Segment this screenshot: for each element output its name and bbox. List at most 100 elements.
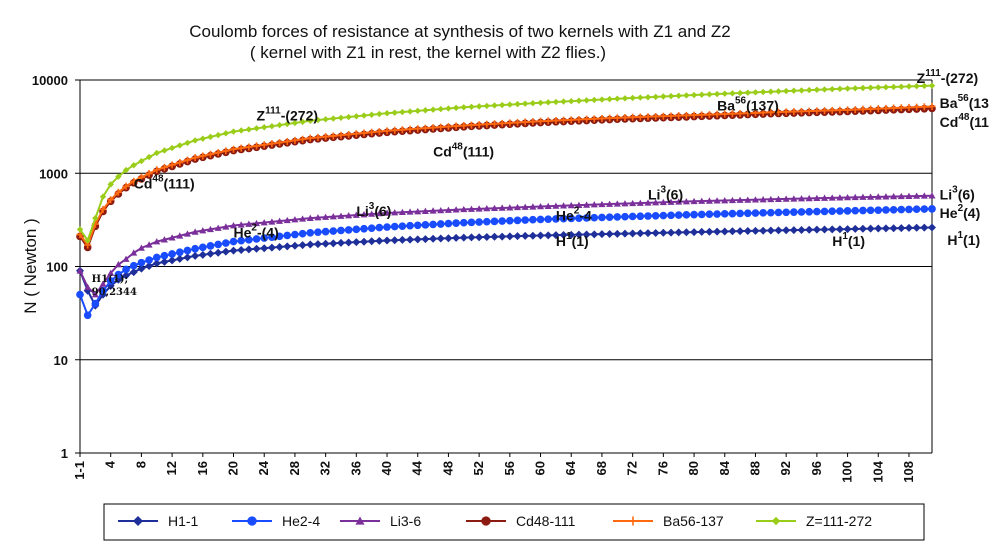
data-point [122,166,130,174]
data-point [751,196,759,203]
data-point [276,217,284,224]
data-point [321,239,330,248]
data-point [199,227,207,234]
data-point [137,264,146,273]
data-point [813,194,821,202]
data-point [859,84,867,92]
data-point [437,206,445,214]
data-point [237,127,245,134]
data-point [766,208,775,217]
gridlines [80,79,932,361]
data-point [782,195,790,202]
data-point [682,111,690,119]
data-point [444,123,452,131]
data-point [460,104,467,111]
data-point [882,104,890,112]
data-point [383,110,391,117]
data-point [91,291,99,298]
data-point [536,215,545,224]
data-point [398,126,406,134]
data-point [675,198,683,205]
data-point [713,227,722,236]
data-point [452,122,460,130]
data-point [675,92,682,99]
data-point [567,230,576,239]
data-point [114,270,123,279]
data-point [137,173,145,181]
data-point [214,131,222,139]
data-point [429,124,437,132]
data-point [590,115,598,123]
data-point [483,102,491,110]
data-point [298,241,307,250]
chart-subtitle: ( kernel with Z1 in rest, the kernel wit… [250,43,606,62]
data-point [728,110,736,118]
data-point [829,85,836,93]
data-point [291,230,299,239]
data-point [336,238,345,247]
data-point [329,132,337,140]
data-point [222,147,230,155]
data-point [851,224,860,233]
data-point [767,88,775,95]
data-point [460,205,468,213]
data-point [605,213,614,222]
data-point [360,129,368,137]
data-point [445,105,452,112]
data-point [498,232,507,241]
data-point [674,228,683,237]
data-point [606,95,613,103]
data-point [321,227,330,236]
data-point [920,103,928,111]
data-point [644,212,652,220]
data-point [529,118,537,126]
data-point [597,230,606,239]
data-point [867,105,875,113]
data-point [513,232,522,241]
data-point [897,192,905,200]
data-point [690,197,698,205]
legend-label: Z=111-272 [806,513,872,529]
data-point [690,111,698,119]
data-point [191,228,199,235]
data-point [651,228,660,237]
data-point [291,216,299,223]
legend-label: Ba56-137 [663,513,724,529]
data-point [183,156,191,164]
data-point [628,516,638,526]
data-point [284,120,291,128]
data-point [682,211,691,219]
data-point [506,204,514,211]
data-point [851,193,859,201]
data-point [330,115,337,122]
data-point [790,195,798,202]
data-point [367,224,376,233]
data-point [229,246,238,255]
data-point [260,141,268,149]
data-point [844,106,852,114]
data-point [544,117,552,125]
data-point [521,118,529,126]
data-point [329,213,337,220]
data-point [828,106,836,114]
data-point [552,116,560,124]
data-point [805,225,814,234]
data-point [283,137,291,145]
x-tick-label: 96 [809,461,824,475]
data-point [621,200,629,207]
data-point [744,89,751,96]
y-tick-label: 1000 [39,166,68,181]
data-point [390,236,399,245]
annotation-label: He2-(4) [234,222,279,240]
data-point [436,234,445,243]
data-point [537,99,544,106]
data-point [682,228,691,237]
data-point [299,215,307,222]
data-point [475,233,484,242]
data-point [636,229,645,238]
data-point [176,158,184,166]
data-point [759,109,767,117]
data-point [652,112,660,120]
data-point [514,100,521,108]
data-point [567,214,576,223]
